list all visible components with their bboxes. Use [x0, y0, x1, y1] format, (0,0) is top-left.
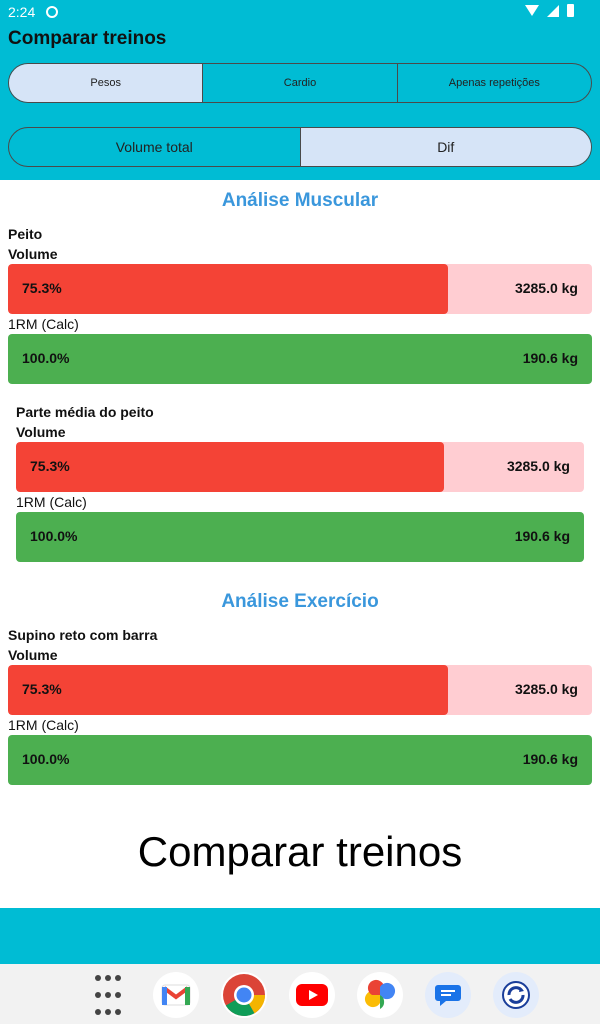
apps-grid-icon[interactable] — [85, 972, 131, 1018]
muscle-analysis-title: Análise Muscular — [221, 190, 379, 211]
volume-label: Volume — [8, 246, 58, 262]
volume-bar-fill — [8, 665, 448, 715]
rm-bar: 100.0% 190.6 kg — [8, 334, 592, 384]
tab-cardio[interactable]: Cardio — [203, 64, 398, 102]
youtube-icon[interactable] — [289, 972, 335, 1018]
page-title: Comparar treinos — [8, 28, 167, 49]
muscle-group-name: Peito — [8, 226, 43, 242]
volume-percent: 75.3% — [22, 681, 62, 697]
exercise-analysis-title: Análise Exercício — [221, 591, 379, 612]
app-dock — [85, 972, 539, 1018]
volume-bar: 75.3% 3285.0 kg — [16, 442, 584, 492]
notification-icon — [46, 6, 58, 18]
bottom-banner — [0, 908, 600, 964]
mode-volume-total[interactable]: Volume total — [9, 128, 301, 166]
rm-value: 190.6 kg — [522, 751, 578, 767]
wifi-icon — [525, 5, 539, 16]
volume-bar-fill — [8, 264, 448, 314]
footer-title: Comparar treinos — [137, 828, 463, 875]
rm-percent: 100.0% — [30, 528, 78, 544]
volume-bar: 75.3% 3285.0 kg — [8, 264, 592, 314]
rm-percent: 100.0% — [22, 751, 70, 767]
exercise-name: Supino reto com barra — [8, 627, 158, 643]
status-time: 2:24 — [8, 4, 36, 20]
status-icons — [525, 4, 574, 17]
volume-value: 3285.0 kg — [514, 280, 578, 296]
volume-value: 3285.0 kg — [514, 681, 578, 697]
volume-percent: 75.3% — [22, 280, 62, 296]
comparison-mode-toggle: Volume total Dif — [8, 127, 592, 167]
rm-label: 1RM (Calc) — [16, 494, 87, 510]
battery-icon — [567, 4, 574, 17]
rm-percent: 100.0% — [22, 350, 70, 366]
volume-label: Volume — [16, 424, 66, 440]
tab-pesos[interactable]: Pesos — [9, 64, 204, 102]
workout-type-tabs: Pesos Cardio Apenas repetições — [8, 63, 592, 103]
volume-value: 3285.0 kg — [506, 458, 570, 474]
rm-value: 190.6 kg — [522, 350, 578, 366]
rm-bar: 100.0% 190.6 kg — [16, 512, 584, 562]
photos-icon[interactable] — [357, 972, 403, 1018]
sync-app-icon[interactable] — [493, 972, 539, 1018]
messages-icon[interactable] — [425, 972, 471, 1018]
status-bar: 2:24 — [0, 0, 600, 26]
volume-percent: 75.3% — [30, 458, 70, 474]
volume-bar-fill — [16, 442, 444, 492]
muscle-group-name: Parte média do peito — [16, 404, 154, 420]
chrome-icon[interactable] — [221, 972, 267, 1018]
rm-bar: 100.0% 190.6 kg — [8, 735, 592, 785]
volume-label: Volume — [8, 647, 58, 663]
rm-label: 1RM (Calc) — [8, 717, 79, 733]
gmail-icon[interactable] — [153, 972, 199, 1018]
rm-value: 190.6 kg — [514, 528, 570, 544]
rm-label: 1RM (Calc) — [8, 316, 79, 332]
signal-icon — [547, 4, 559, 17]
mode-dif[interactable]: Dif — [300, 128, 591, 166]
tab-apenas-repeticoes[interactable]: Apenas repetições — [448, 77, 540, 89]
volume-bar: 75.3% 3285.0 kg — [8, 665, 592, 715]
